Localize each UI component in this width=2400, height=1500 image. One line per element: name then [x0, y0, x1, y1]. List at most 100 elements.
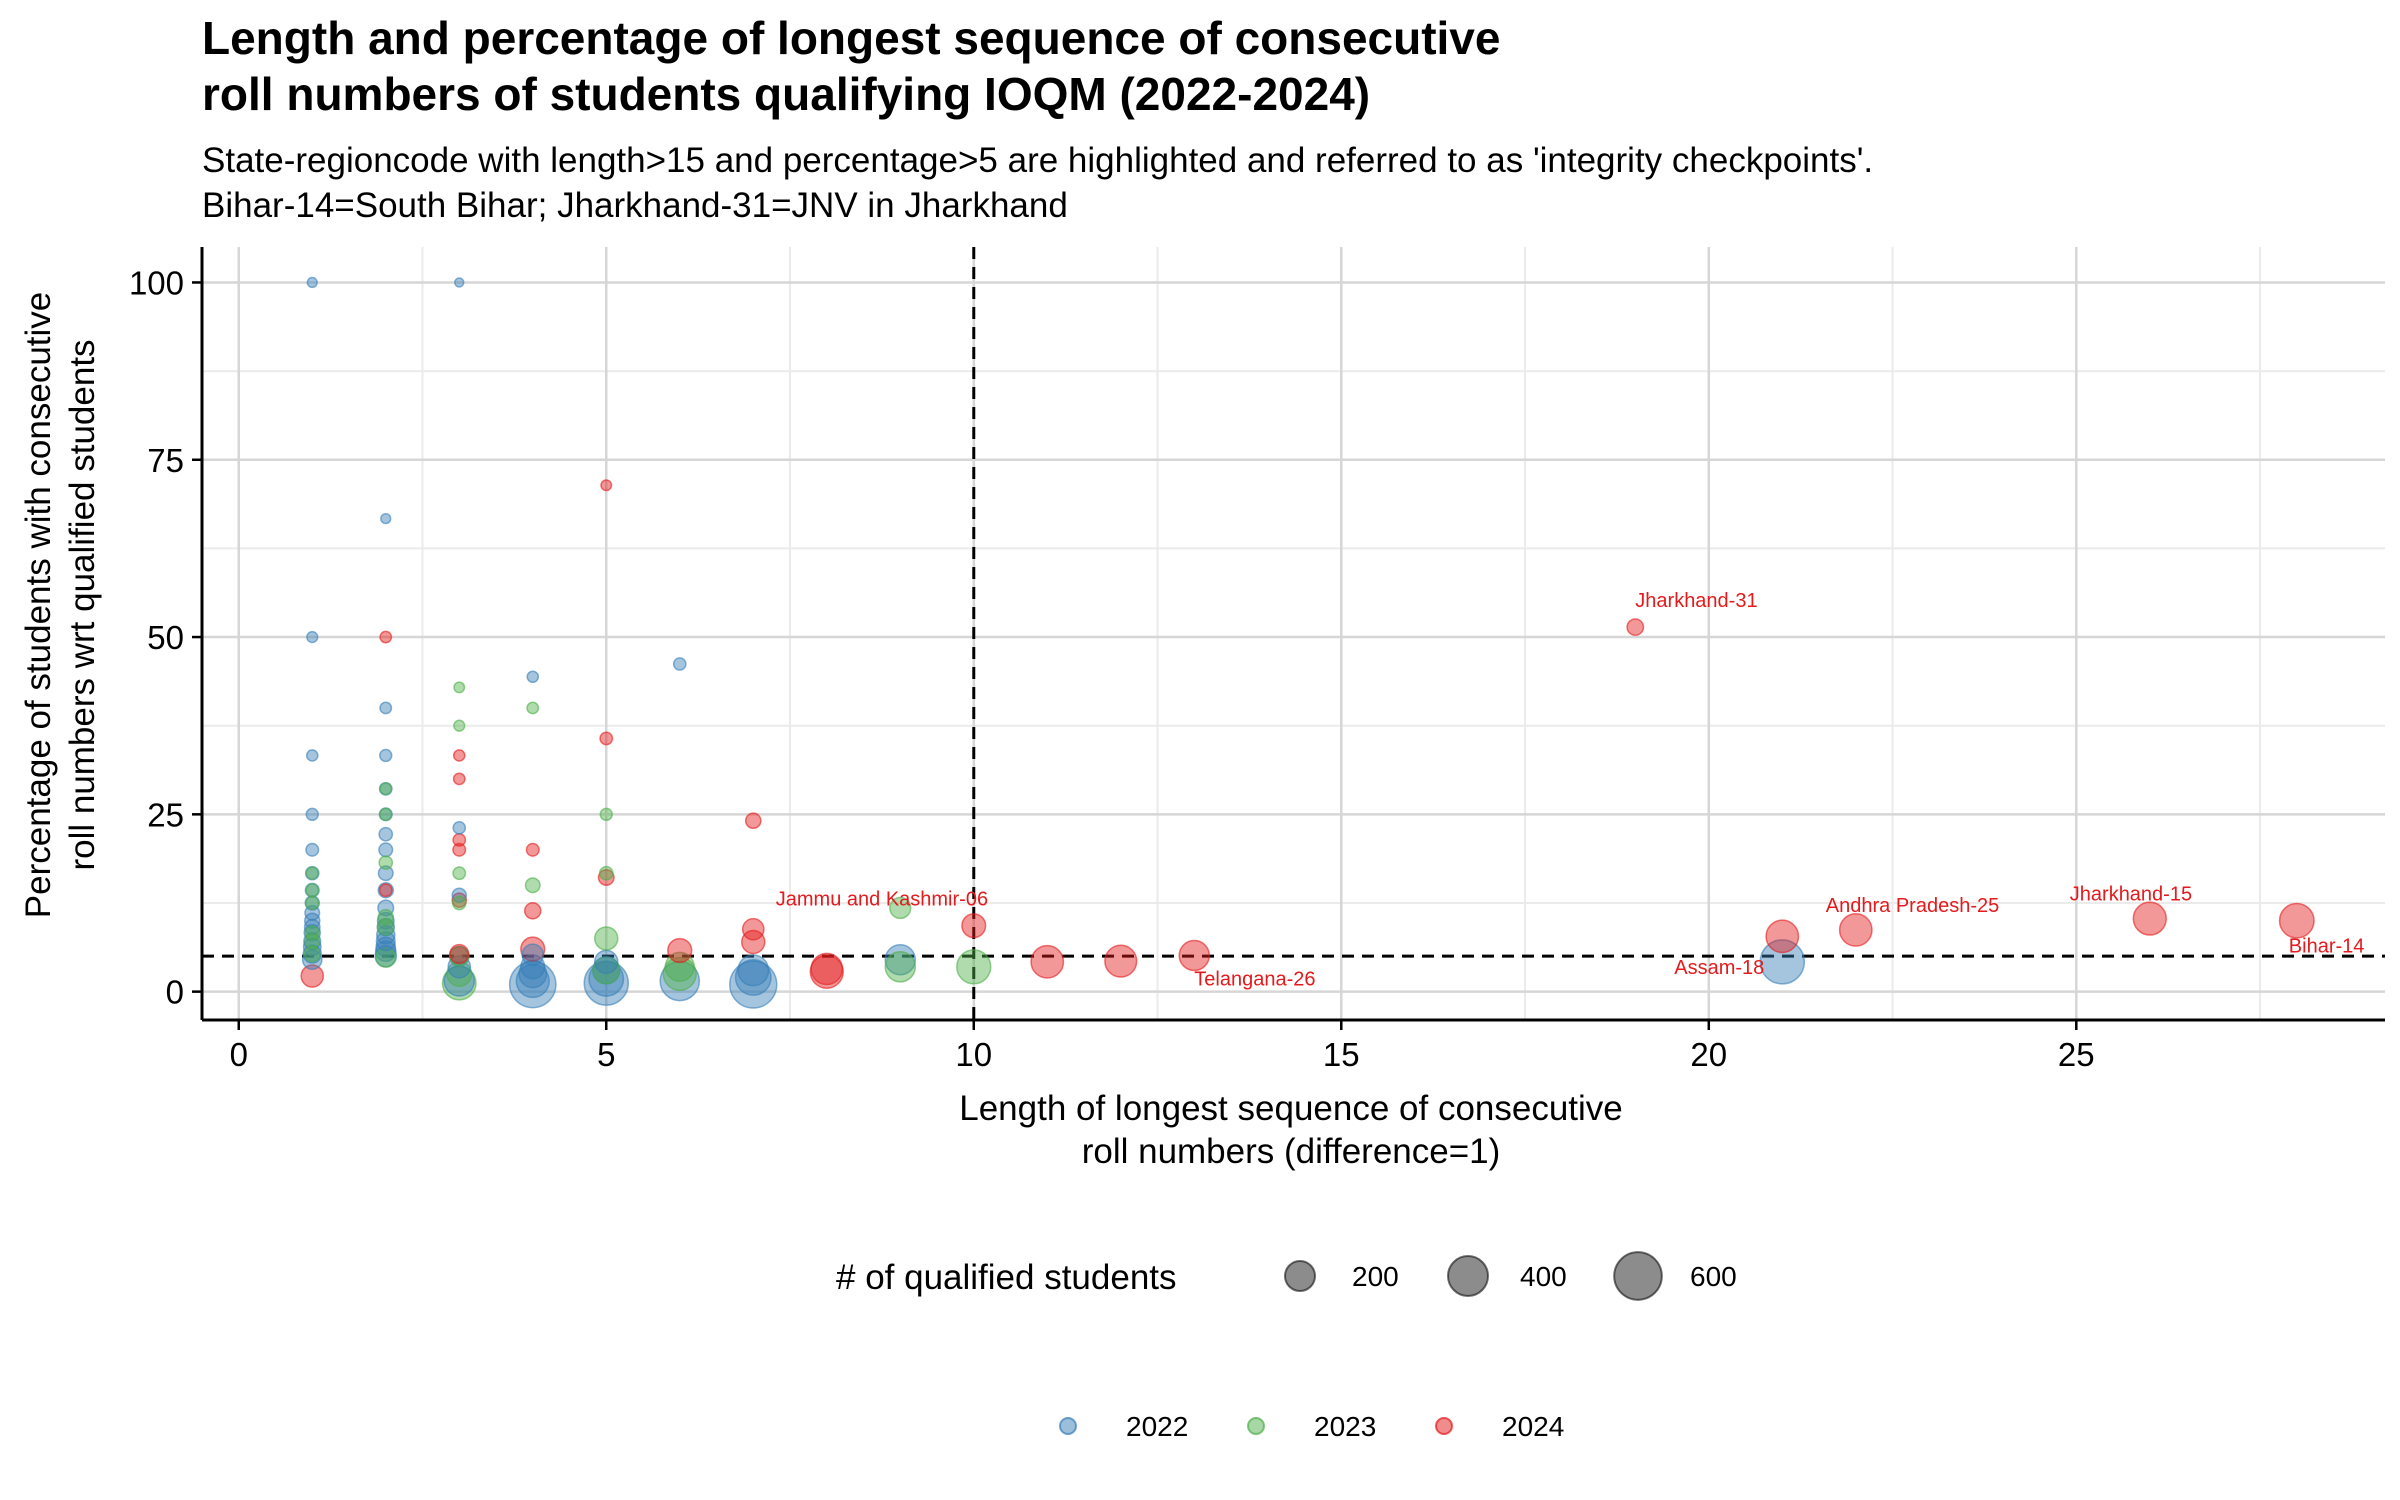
size-legend-label: 400 [1520, 1261, 1567, 1292]
data-point-2023 [379, 782, 393, 796]
data-point-2024 [2132, 901, 2167, 936]
data-point-2023 [305, 883, 320, 898]
data-point-2024 [452, 842, 467, 857]
y-tick-label: 0 [166, 974, 184, 1011]
y-axis-title: Percentage of students with consecutive … [19, 292, 102, 918]
data-point-2023 [453, 681, 466, 694]
chart-subtitle: State-regioncode with length>15 and perc… [202, 141, 1873, 225]
x-tick-label: 25 [2058, 1036, 2095, 1073]
data-point-2023 [524, 877, 541, 894]
point-annotation: Jharkhand-31 [1635, 590, 1757, 612]
data-point-2023 [446, 960, 473, 987]
data-point-2024 [1178, 939, 1211, 972]
data-point-2022 [594, 949, 619, 975]
data-point-2022 [379, 701, 393, 715]
x-tick-label: 0 [230, 1036, 248, 1073]
data-point-2022 [305, 842, 320, 857]
data-point-2022 [452, 820, 467, 835]
data-point-2024 [961, 913, 987, 939]
data-point-2022 [884, 943, 917, 976]
reference-lines [202, 247, 2385, 1020]
data-point-2024 [741, 929, 766, 955]
data-point-2024 [523, 902, 542, 920]
data-point-2023 [375, 947, 397, 968]
data-point-2023 [451, 895, 467, 911]
data-point-2023 [452, 866, 467, 881]
y-tick-label: 100 [129, 264, 184, 301]
data-point-2024 [300, 964, 325, 988]
data-point-2023 [379, 807, 393, 822]
data-point-2022 [303, 923, 322, 942]
point-annotation: Telangana-26 [1194, 968, 1315, 990]
chart-subtitle-line-1: State-regioncode with length>15 and perc… [202, 141, 1873, 180]
data-point-2023 [378, 855, 394, 870]
size-legend-key [1283, 1259, 1317, 1293]
data-point-2022 [672, 657, 687, 671]
data-point-2022 [734, 958, 772, 996]
chart-subtitle-line-2: Bihar-14=South Bihar; Jharkhand-31=JNV i… [202, 186, 1068, 225]
data-point-2022 [377, 881, 395, 899]
data-point-2022 [520, 954, 546, 980]
data-point-2023 [598, 865, 614, 881]
data-point-2022 [376, 911, 395, 930]
data-points [300, 276, 2315, 1009]
data-point-2023 [599, 807, 613, 822]
x-axis-title-line-1: Length of longest sequence of consecutiv… [959, 1089, 1623, 1128]
data-point-2023 [303, 945, 321, 963]
x-axis-ticks: 0 5 10 15 20 25 [230, 1020, 2095, 1073]
data-point-2023 [304, 925, 320, 941]
data-point-2022 [375, 931, 396, 952]
data-point-2023 [305, 895, 320, 911]
data-point-2023 [453, 719, 466, 732]
data-point-2024 [1104, 944, 1138, 978]
y-axis-title-line-2: roll numbers wrt qualified students [63, 339, 102, 870]
data-point-2023 [377, 908, 395, 926]
data-point-2024 [525, 842, 540, 857]
data-point-2024 [741, 917, 765, 941]
data-point-2024 [2278, 902, 2315, 939]
size-legend: # of qualified students 200 400 600 [836, 1251, 1737, 1301]
color-legend-label: 2022 [1126, 1411, 1188, 1442]
x-tick-label: 5 [597, 1036, 615, 1073]
size-legend-label: 200 [1352, 1261, 1399, 1292]
data-point-2022 [1759, 939, 1806, 985]
chart-title-line-1: Length and percentage of longest sequenc… [202, 12, 1500, 64]
data-point-2022 [378, 826, 394, 842]
chart-title-line-2: roll numbers of students qualifying IOQM… [202, 68, 1370, 120]
data-point-2024 [452, 832, 467, 847]
data-point-2022 [306, 630, 319, 644]
data-point-2024 [378, 883, 393, 898]
annotations: Jharkhand-31 Jammu and Kashmir-06 Telangan… [776, 590, 2365, 990]
data-point-2024 [1765, 919, 1800, 954]
data-point-2022 [526, 670, 540, 684]
data-point-2022 [729, 960, 778, 1009]
size-legend-key [1613, 1251, 1663, 1301]
data-point-2022 [302, 944, 323, 964]
data-point-2024 [599, 731, 614, 746]
data-point-2022 [377, 865, 394, 882]
size-legend-title: # of qualified students [836, 1258, 1177, 1297]
chart-title: Length and percentage of longest sequenc… [202, 12, 1500, 120]
data-point-2022 [515, 963, 550, 999]
data-point-2022 [377, 899, 395, 917]
data-point-2023 [889, 896, 912, 920]
point-annotation: Jammu and Kashmir-06 [776, 889, 988, 911]
data-point-2024 [449, 943, 470, 965]
y-axis-ticks: 0 25 50 75 100 [129, 264, 202, 1011]
data-point-2024 [379, 630, 393, 644]
data-point-2023 [662, 956, 697, 992]
data-point-2024 [1626, 618, 1645, 637]
data-point-2023 [884, 951, 917, 983]
data-point-2024 [520, 936, 546, 962]
color-legend-key-2024 [1435, 1417, 1453, 1435]
data-point-2022 [380, 512, 392, 525]
data-point-2022 [306, 276, 318, 289]
y-axis-title-line-1: Percentage of students with consecutive [19, 292, 58, 918]
y-tick-label: 75 [147, 442, 184, 479]
x-tick-label: 20 [1690, 1036, 1727, 1073]
point-annotation: Bihar-14 [2289, 936, 2365, 958]
data-point-2024 [600, 479, 613, 492]
axes [200, 247, 2385, 1022]
data-point-2024 [452, 749, 466, 762]
color-legend-label: 2024 [1502, 1411, 1564, 1442]
